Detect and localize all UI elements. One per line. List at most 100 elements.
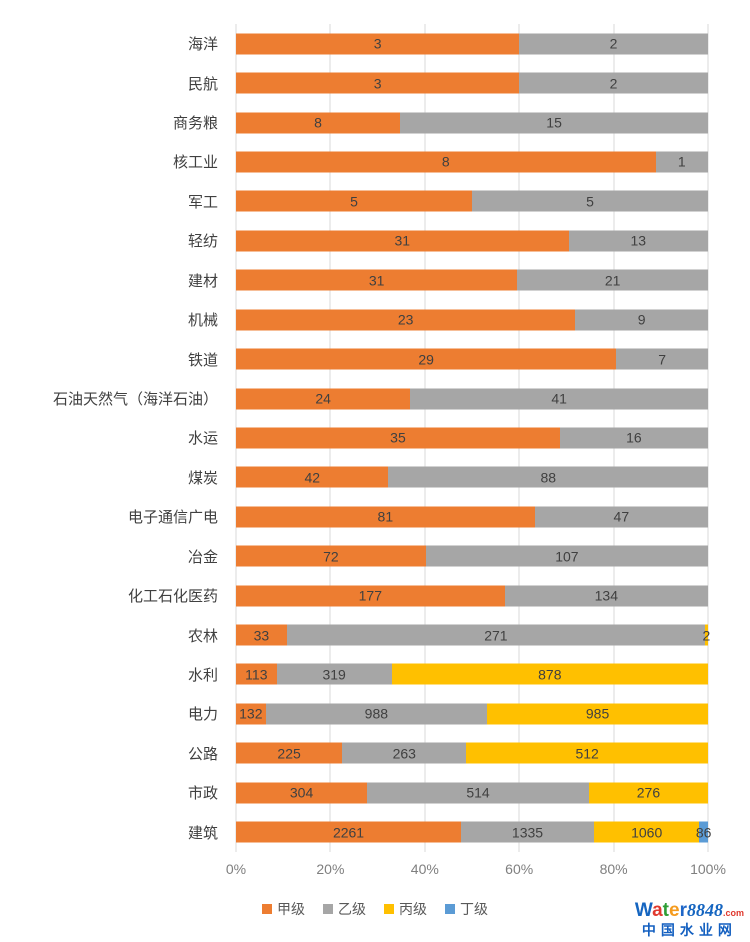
data-label: 514 (466, 784, 490, 801)
category-label: 石油天然气（海洋石油） (52, 391, 218, 408)
data-label: 47 (613, 508, 630, 525)
legend-item: 乙级 (323, 899, 366, 919)
stacked-bar: 35 16 (236, 427, 708, 449)
x-tick-label: 80% (599, 861, 628, 877)
watermark-letter: a (652, 899, 663, 921)
category-label: 海洋 (187, 36, 218, 54)
bar-segment: 86 (696, 821, 711, 843)
bar-row: 8 15 (236, 103, 708, 142)
x-tick-label: 0% (225, 861, 247, 877)
data-label: 23 (397, 311, 414, 328)
legend-swatch (323, 904, 333, 914)
bar-segment: 1060 (593, 821, 700, 843)
bar-segment: 7 (616, 348, 708, 370)
category-label: 电子通信广电 (127, 509, 218, 527)
bar-row: 31 21 (236, 261, 708, 300)
data-label: 8 (441, 153, 450, 170)
bar-segment: 271 (286, 624, 705, 646)
legend-item: 丁级 (445, 899, 488, 919)
bar-segment: 2 (519, 72, 708, 94)
data-label: 15 (546, 114, 562, 131)
watermark-domain-suffix: .com (722, 907, 744, 918)
data-label: 42 (304, 469, 321, 486)
data-label: 41 (551, 390, 567, 407)
watermark-word: Water (635, 900, 687, 921)
bar-segment: 3 (236, 72, 520, 94)
data-label: 304 (289, 784, 314, 801)
data-label: 2 (609, 75, 618, 92)
category-label: 煤炭 (187, 469, 218, 487)
legend-label: 丁级 (460, 901, 488, 917)
bar-segment: 512 (466, 742, 708, 764)
category-label: 军工 (187, 193, 218, 211)
data-label: 225 (277, 745, 301, 762)
category-label: 水运 (187, 430, 218, 448)
bar-segment: 2261 (236, 821, 462, 843)
bar-segment: 13 (568, 230, 708, 252)
category-label: 机械 (187, 312, 218, 330)
data-label: 263 (392, 745, 416, 762)
category-label: 商务粮 (172, 115, 218, 133)
bar-segment: 263 (342, 742, 467, 764)
data-label: 33 (253, 627, 270, 644)
stacked-bar: 29 7 (236, 348, 708, 370)
stacked-bar: 42 88 (236, 466, 708, 488)
bar-segment: 72 (236, 545, 426, 567)
data-label: 31 (368, 272, 385, 289)
gridline (707, 24, 709, 852)
bar-row: 33 271 2 (236, 615, 710, 654)
bar-segment: 878 (391, 663, 708, 685)
stacked-bar: 8 15 (236, 112, 708, 134)
category-axis: 海洋 民航 商务粮 核工业 军工 轻纺 建材 机械 铁道 石油天然气（海洋石油） 水运 煤炭 电子通信广… (0, 24, 227, 852)
stacked-bar: 2261 1335 1060 86 (236, 821, 711, 843)
data-label: 132 (239, 705, 263, 722)
bar-segment: 985 (487, 703, 708, 725)
data-label: 2 (609, 35, 618, 52)
bar-segment: 107 (425, 545, 708, 567)
data-label: 21 (604, 272, 621, 289)
data-label: 988 (364, 705, 389, 722)
bar-row: 29 7 (236, 339, 708, 378)
category-label: 公路 (187, 745, 218, 763)
bar-segment: 304 (236, 782, 368, 804)
bar-segment: 2 (519, 33, 708, 55)
category-label: 民航 (187, 75, 218, 93)
bar-segment: 88 (388, 466, 708, 488)
bar-segment: 23 (236, 309, 576, 331)
data-label: 1060 (631, 824, 663, 841)
bar-segment: 81 (236, 506, 535, 528)
stacked-bar: 33 271 2 (236, 624, 710, 646)
data-label: 985 (585, 705, 610, 722)
data-label: 9 (637, 311, 646, 328)
x-tick-label: 40% (410, 861, 439, 877)
bar-segment: 225 (236, 742, 343, 764)
stacked-bar: 225 263 512 (236, 742, 708, 764)
category-label: 电力 (187, 706, 218, 724)
watermark-letter: r (679, 899, 687, 921)
watermark-logo: Water8848.com 中国水业网 (635, 900, 744, 938)
data-label: 319 (322, 666, 346, 683)
bar-segment: 177 (236, 585, 505, 607)
stacked-bar: 24 41 (236, 388, 708, 409)
stacked-bar: 81 47 (236, 506, 708, 528)
bar-segment: 9 (575, 309, 708, 331)
bar-segment: 113 (236, 663, 277, 685)
data-label: 8 (314, 114, 322, 131)
bar-row: 113 319 878 (236, 655, 708, 694)
legend: 甲级 乙级 丙级 丁级 (0, 899, 750, 919)
data-label: 3 (373, 75, 382, 92)
bar-segment: 319 (276, 663, 392, 685)
category-label: 核工业 (172, 154, 218, 172)
data-label: 271 (484, 627, 508, 644)
bar-segment: 31 (236, 230, 569, 252)
x-tick-label: 100% (690, 861, 726, 877)
bar-segment: 15 (400, 112, 708, 134)
stacked-bar: 31 13 (236, 230, 708, 252)
data-label: 177 (358, 587, 382, 604)
data-label: 29 (418, 351, 434, 368)
bar-segment: 33 (236, 624, 287, 646)
bar-segment: 24 (236, 388, 411, 409)
